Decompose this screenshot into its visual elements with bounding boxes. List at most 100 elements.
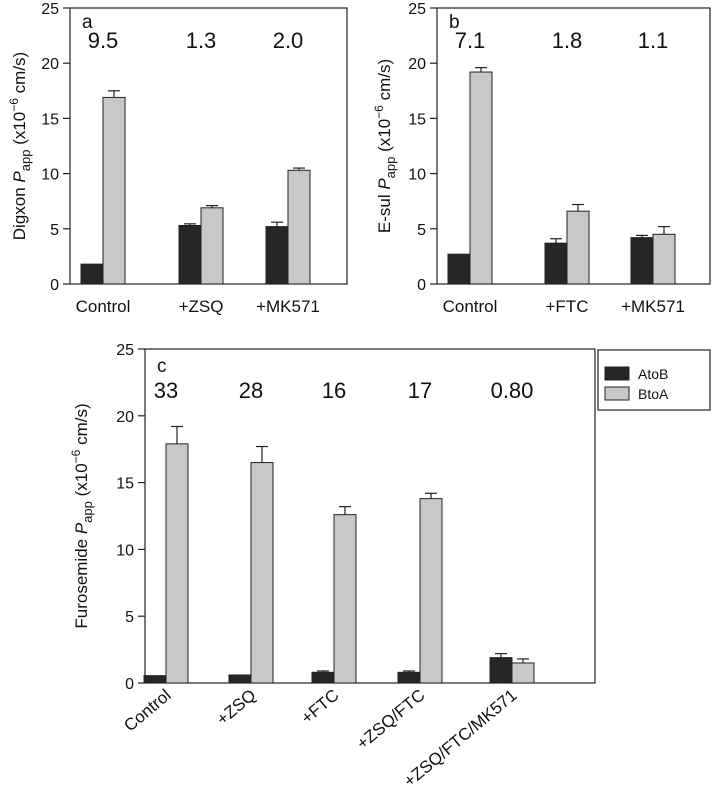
panel-c-ytick-label: 25	[116, 342, 134, 359]
panel-a-ylabel: Digxon Papp (x10−6 cm/s)	[7, 52, 33, 240]
panel-a-y-axis: 0 5 10 15 20 25	[41, 1, 70, 294]
panel-c-y-axis: 0 5 10 15 20 25	[116, 342, 145, 693]
panel-b-ytick-label: 5	[417, 222, 426, 239]
panel-b-xtick-label: +MK571	[621, 297, 685, 316]
panel-c-ratio-labels: 33 28 16 17 0.80	[154, 378, 534, 403]
panel-c-ytick-label: 10	[116, 542, 134, 559]
panel-c-ylabel-unit-suffix: cm/s)	[72, 403, 91, 449]
legend-swatch-btoa	[604, 386, 630, 401]
panel-a-bar-btoa-zsq	[200, 207, 224, 285]
panel-b-bars	[447, 71, 676, 285]
panel-a-ratio-label: 2.0	[273, 28, 304, 53]
panel-b-ratio-label: 1.1	[638, 28, 669, 53]
panel-a-bar-atob-zsq	[178, 224, 202, 285]
panel-c-error-bars	[171, 425, 529, 673]
panel-a-error-bars	[108, 90, 305, 227]
panel-b-ratio-label: 1.8	[552, 28, 583, 53]
panel-a-ratio-label: 9.5	[88, 28, 119, 53]
panel-b-bar-atob-ftc	[544, 242, 568, 285]
panel-c-bar-btoa-ftc	[333, 514, 357, 684]
panel-a-bars	[80, 96, 311, 285]
panel-b-error-bars	[475, 67, 670, 244]
panel-c-bar-atob-control	[143, 675, 167, 684]
panel-b-ylabel-subscript: app	[383, 157, 398, 179]
panel-b-ratio-labels: 7.1 1.8 1.1	[455, 28, 669, 53]
panel-c-bar-btoa-control	[165, 443, 189, 684]
panel-b-bar-atob-control	[447, 253, 471, 285]
panel-b-ylabel-unit-prefix: (x10	[375, 119, 394, 157]
panel-b-bar-btoa-ftc	[566, 210, 590, 285]
panel-a-ytick-label: 20	[41, 56, 59, 73]
panel-c-xtick-label: +FTC	[297, 686, 342, 728]
panel-b-ytick-label: 25	[408, 1, 426, 18]
panel-a-bar-btoa-mk571	[287, 169, 311, 285]
panel-b-ytick-label: 15	[408, 111, 426, 128]
panel-c-ylabel-symbol: P	[72, 522, 91, 534]
panel-b-ylabel-superscript: −6	[372, 105, 386, 119]
panel-a-ylabel-symbol: P	[10, 171, 29, 183]
panel-a: 0 5 10 15 20 25 9.5 1.3 2.0 Control +ZSQ +MK571 a…	[7, 1, 348, 316]
panel-a-ratio-label: 1.3	[186, 28, 217, 53]
panel-c-xtick-label: +ZSQ/FTC	[353, 686, 429, 754]
legend-frame	[597, 349, 711, 411]
panel-c-bar-btoa-zsq-ftc	[419, 498, 443, 684]
panel-b-bar-btoa-control	[469, 71, 493, 285]
panel-a-ylabel-unit-prefix: (x10	[10, 112, 29, 150]
panel-c-bar-atob-zsq-ftc-mk571	[489, 657, 513, 684]
panel-b-ytick-label: 20	[408, 56, 426, 73]
panel-a-bar-atob-mk571	[265, 226, 289, 285]
panel-a-xtick-label: +ZSQ	[179, 297, 224, 316]
panel-c-ylabel: Furosemide Papp (x10−6 cm/s)	[69, 403, 95, 628]
panel-b-ytick-label: 0	[417, 277, 426, 294]
panel-a-ytick-label: 15	[41, 111, 59, 128]
panel-b-ratio-label: 7.1	[455, 28, 486, 53]
panel-a-ytick-label: 25	[41, 1, 59, 18]
panel-a-ytick-label: 0	[50, 277, 59, 294]
panel-a-letter: a	[82, 12, 93, 33]
panel-b-x-axis: Control +FTC +MK571	[443, 297, 685, 316]
legend-label-btoa: BtoA	[638, 386, 669, 402]
panel-c-bar-btoa-zsq-ftc-mk571	[511, 662, 535, 684]
panel-b-y-axis: 0 5 10 15 20 25	[408, 1, 437, 294]
panel-a-bar-btoa-control	[102, 96, 126, 285]
panel-c-ratio-label: 16	[322, 378, 346, 403]
panel-c-ytick-label: 20	[116, 409, 134, 426]
panel-a-ylabel-superscript: −6	[7, 98, 21, 112]
panel-c-xtick-label: +ZSQ	[213, 686, 260, 729]
legend-swatch-atob	[604, 366, 630, 381]
panel-a-xtick-label: +MK571	[256, 297, 320, 316]
panel-b-bar-btoa-mk571	[652, 233, 676, 285]
panel-c-ytick-label: 0	[125, 676, 134, 693]
panel-a-ylabel-prefix: Digxon	[10, 183, 29, 241]
panel-b-bar-atob-mk571	[630, 237, 654, 285]
panel-a-ylabel-unit-suffix: cm/s)	[10, 52, 29, 98]
panel-c-bar-atob-ftc	[311, 671, 335, 684]
panel-c-ratio-label: 0.80	[491, 378, 534, 403]
panel-c-ytick-label: 15	[116, 476, 134, 493]
panel-b-letter: b	[449, 12, 460, 33]
panel-b: 0 5 10 15 20 25 7.1 1.8 1.1 Control +FTC +MK571 b…	[372, 1, 711, 316]
panel-c-ylabel-superscript: −6	[69, 449, 83, 463]
panel-c-bars	[143, 443, 535, 684]
panel-c-ratio-label: 28	[239, 378, 263, 403]
panel-b-ylabel-prefix: E-sul	[375, 190, 394, 233]
legend: AtoB BtoA	[597, 349, 711, 411]
panel-c-frame	[144, 348, 596, 684]
panel-a-xtick-label: Control	[76, 297, 131, 316]
panel-c-ylabel-unit-prefix: (x10	[72, 463, 91, 501]
panel-a-ytick-label: 5	[50, 222, 59, 239]
panel-b-ylabel: E-sul Papp (x10−6 cm/s)	[372, 59, 398, 233]
panel-c-ylabel-subscript: app	[80, 501, 95, 523]
panel-c-ratio-label: 17	[408, 378, 432, 403]
panel-c-letter: c	[157, 356, 167, 377]
panel-a-ratio-labels: 9.5 1.3 2.0	[88, 28, 304, 53]
panel-b-ylabel-unit-suffix: cm/s)	[375, 59, 394, 105]
panel-c-bar-btoa-zsq	[250, 462, 274, 684]
panel-a-bar-atob-control	[80, 263, 104, 285]
panel-c-ytick-label: 5	[125, 609, 134, 626]
panel-c-ylabel-prefix: Furosemide	[72, 534, 91, 628]
panel-b-ylabel-symbol: P	[375, 178, 394, 190]
panel-a-ytick-label: 10	[41, 167, 59, 184]
